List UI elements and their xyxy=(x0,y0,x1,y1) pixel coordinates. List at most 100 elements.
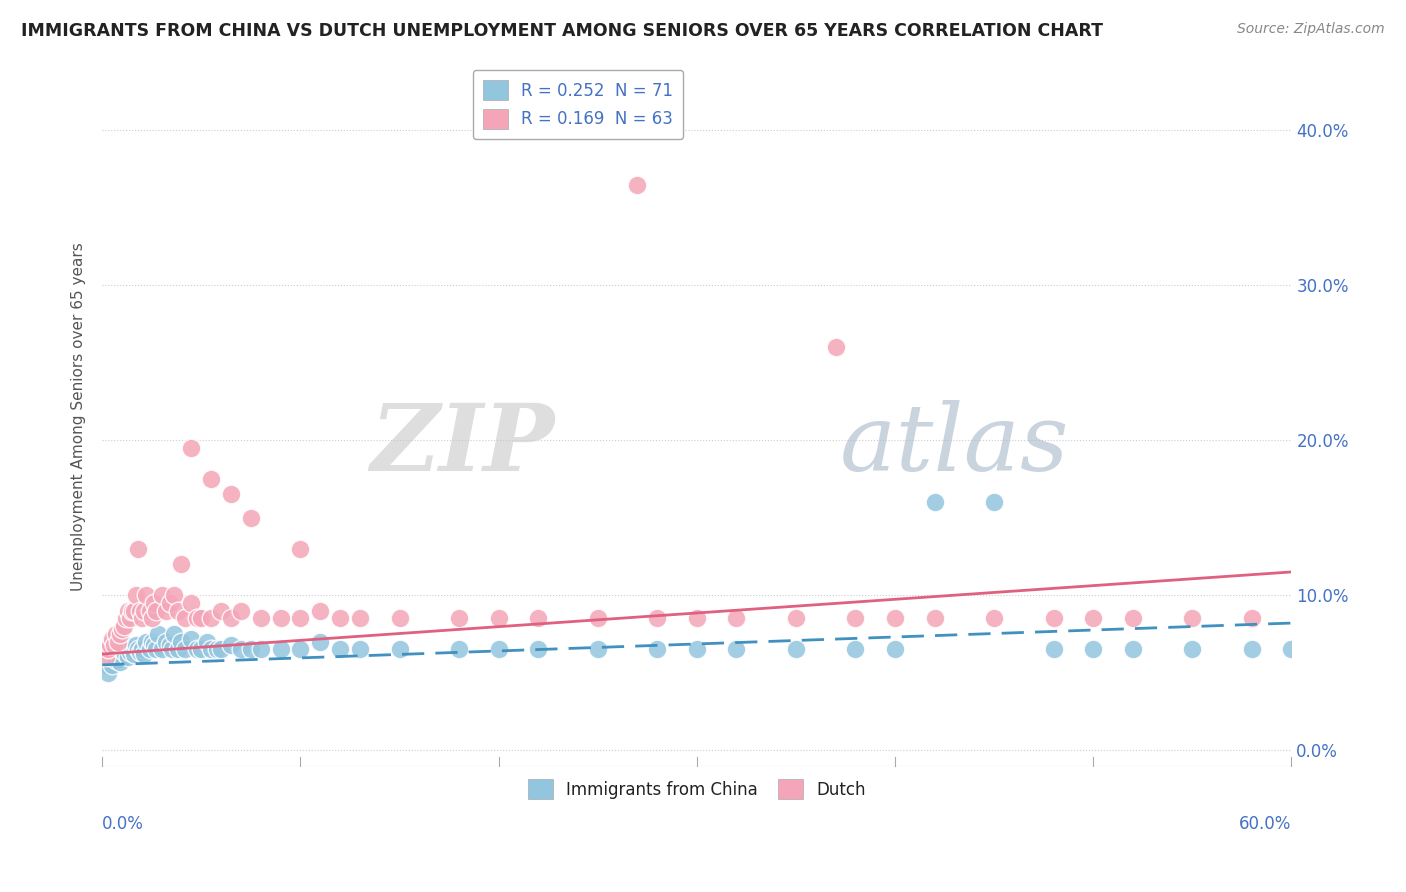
Point xyxy=(121,642,143,657)
Point xyxy=(983,611,1005,625)
Point xyxy=(121,604,143,618)
Point xyxy=(166,642,188,657)
Point xyxy=(686,611,709,625)
Point xyxy=(170,634,193,648)
Point xyxy=(239,510,262,524)
Point xyxy=(103,650,125,665)
Point xyxy=(107,634,129,648)
Point xyxy=(1122,642,1144,657)
Point xyxy=(98,650,121,665)
Point xyxy=(98,638,121,652)
Point xyxy=(824,340,846,354)
Point xyxy=(117,650,139,665)
Point xyxy=(725,642,748,657)
Point xyxy=(139,604,162,618)
Point xyxy=(97,665,120,680)
Point xyxy=(101,632,124,646)
Point xyxy=(270,611,292,625)
Point xyxy=(725,611,748,625)
Point xyxy=(118,645,141,659)
Point xyxy=(142,596,165,610)
Point xyxy=(219,638,242,652)
Text: 60.0%: 60.0% xyxy=(1239,815,1292,833)
Text: Source: ZipAtlas.com: Source: ZipAtlas.com xyxy=(1237,22,1385,37)
Point xyxy=(186,611,208,625)
Point xyxy=(139,642,162,657)
Point xyxy=(349,611,371,625)
Point xyxy=(626,178,648,192)
Point xyxy=(388,611,411,625)
Point xyxy=(586,642,609,657)
Point xyxy=(329,611,352,625)
Point xyxy=(131,642,153,657)
Point xyxy=(115,611,138,625)
Point xyxy=(329,642,352,657)
Point xyxy=(1240,642,1263,657)
Point xyxy=(122,604,145,618)
Point xyxy=(309,604,332,618)
Point xyxy=(309,634,332,648)
Point xyxy=(166,604,188,618)
Point xyxy=(190,611,212,625)
Point xyxy=(128,645,150,659)
Point xyxy=(884,611,907,625)
Point xyxy=(155,604,177,618)
Point xyxy=(105,653,128,667)
Point xyxy=(170,558,193,572)
Point xyxy=(1240,611,1263,625)
Text: ZIP: ZIP xyxy=(370,400,554,490)
Point xyxy=(200,611,222,625)
Point xyxy=(219,487,242,501)
Point xyxy=(115,638,138,652)
Point xyxy=(112,619,135,633)
Point xyxy=(180,441,202,455)
Point xyxy=(162,627,184,641)
Point xyxy=(132,604,155,618)
Point xyxy=(527,611,550,625)
Point xyxy=(103,638,125,652)
Point xyxy=(586,611,609,625)
Point xyxy=(127,541,149,556)
Point xyxy=(290,642,312,657)
Point xyxy=(127,642,149,657)
Point xyxy=(1122,611,1144,625)
Point xyxy=(205,642,228,657)
Point xyxy=(388,642,411,657)
Point xyxy=(122,647,145,661)
Point xyxy=(101,657,124,672)
Point xyxy=(270,642,292,657)
Point xyxy=(645,642,668,657)
Point xyxy=(190,642,212,657)
Point xyxy=(101,650,124,665)
Point xyxy=(108,655,131,669)
Point xyxy=(145,604,167,618)
Text: IMMIGRANTS FROM CHINA VS DUTCH UNEMPLOYMENT AMONG SENIORS OVER 65 YEARS CORRELAT: IMMIGRANTS FROM CHINA VS DUTCH UNEMPLOYM… xyxy=(21,22,1104,40)
Point xyxy=(174,642,197,657)
Point xyxy=(447,611,470,625)
Point xyxy=(1083,642,1105,657)
Point xyxy=(141,611,163,625)
Point xyxy=(349,642,371,657)
Point xyxy=(924,611,946,625)
Point xyxy=(128,604,150,618)
Point xyxy=(447,642,470,657)
Point xyxy=(105,627,128,641)
Y-axis label: Unemployment Among Seniors over 65 years: Unemployment Among Seniors over 65 years xyxy=(72,243,86,591)
Text: atlas: atlas xyxy=(839,400,1069,490)
Point xyxy=(1181,642,1204,657)
Point xyxy=(1181,611,1204,625)
Point xyxy=(180,596,202,610)
Point xyxy=(105,642,128,657)
Point xyxy=(112,645,135,659)
Point xyxy=(159,596,181,610)
Point xyxy=(125,638,148,652)
Point xyxy=(108,627,131,641)
Point xyxy=(219,611,242,625)
Point xyxy=(1083,611,1105,625)
Point xyxy=(686,642,709,657)
Point xyxy=(135,588,157,602)
Point xyxy=(131,611,153,625)
Point xyxy=(229,604,252,618)
Point xyxy=(983,495,1005,509)
Point xyxy=(146,627,169,641)
